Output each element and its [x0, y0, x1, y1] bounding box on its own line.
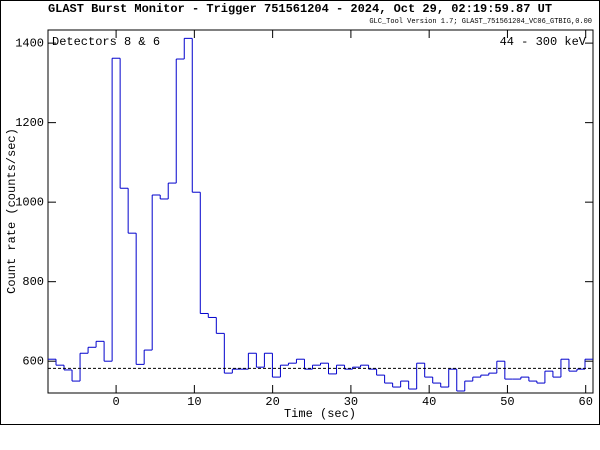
x-tick-label: 0 [112, 395, 119, 409]
plot-box [47, 29, 594, 394]
chart-title: GLAST Burst Monitor - Trigger 751561204 … [48, 2, 552, 16]
annotation: Detectors 8 & 6 [52, 35, 160, 49]
y-tick-label: 1200 [15, 116, 44, 130]
y-axis-label: Count rate (counts/sec) [5, 128, 19, 294]
x-tick-label: 20 [265, 395, 279, 409]
x-axis-label: Time (sec) [284, 407, 356, 421]
y-tick-label: 600 [22, 354, 44, 368]
chart-subtitle: GLC_Tool Version 1.7; GLAST_751561204_VC… [369, 18, 592, 26]
x-tick-label: 50 [500, 395, 514, 409]
annotation: 44 - 300 keV [500, 35, 587, 49]
y-tick-label: 1400 [15, 36, 44, 50]
x-tick-label: 40 [422, 395, 436, 409]
y-tick-label: 800 [22, 275, 44, 289]
x-tick-label: 60 [579, 395, 593, 409]
x-tick-label: 10 [187, 395, 201, 409]
y-tick-label: 1000 [15, 195, 44, 209]
frame [0, 0, 600, 425]
x-tick-label: 30 [344, 395, 358, 409]
